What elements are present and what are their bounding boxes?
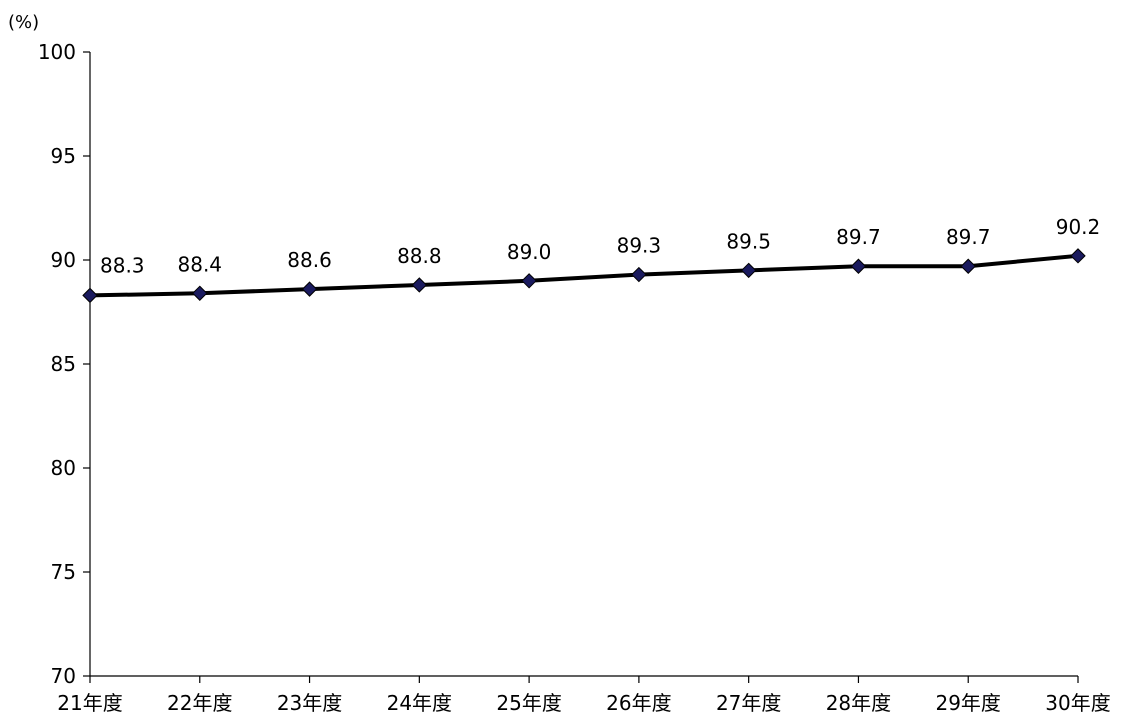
x-tick-label: 23年度 — [277, 691, 342, 715]
y-tick-label: 70 — [51, 664, 76, 688]
data-label: 89.7 — [946, 225, 991, 249]
data-label: 89.5 — [726, 229, 771, 253]
data-label: 88.4 — [178, 252, 223, 276]
data-label: 89.0 — [507, 240, 552, 264]
data-label: 88.8 — [397, 244, 442, 268]
y-unit-label: (%) — [8, 12, 39, 33]
x-tick-label: 28年度 — [826, 691, 891, 715]
y-tick-label: 100 — [38, 40, 76, 64]
x-tick-label: 22年度 — [167, 691, 232, 715]
data-point-marker — [740, 262, 757, 279]
data-label: 89.7 — [836, 225, 881, 249]
x-tick-label: 29年度 — [935, 691, 1000, 715]
data-point-marker — [631, 266, 647, 283]
y-tick-label: 85 — [51, 352, 76, 376]
x-tick-label: 25年度 — [496, 691, 561, 715]
data-point-marker — [411, 277, 428, 293]
data-point-marker — [521, 273, 537, 289]
y-tick-label: 95 — [51, 144, 76, 168]
data-point-marker — [82, 287, 98, 304]
x-axis-ticks: 21年度 22年度 23年度 24年度 25年度 26年度 27年度 28年度 29年度 30年度 — [57, 676, 1111, 715]
data-label: 90.2 — [1056, 215, 1101, 239]
data-labels: 88.3 88.4 88.6 88.8 89.0 89.3 89.5 89.7 89.7 90.2 — [100, 215, 1100, 278]
y-tick-label: 80 — [51, 456, 76, 480]
data-label: 88.3 — [100, 253, 145, 277]
x-tick-label: 26年度 — [606, 691, 671, 715]
x-tick-label: 21年度 — [57, 691, 122, 715]
x-tick-label: 24年度 — [387, 691, 452, 715]
series-line — [89, 253, 1079, 298]
data-point-marker — [192, 285, 208, 301]
data-point-marker — [960, 258, 976, 274]
data-point-marker — [850, 258, 867, 274]
data-label: 88.6 — [287, 248, 332, 272]
series-markers — [82, 248, 1086, 304]
y-tick-label: 90 — [51, 248, 76, 272]
x-tick-label: 27年度 — [716, 691, 781, 715]
data-point-marker — [301, 281, 318, 297]
y-axis-ticks: 70 75 80 85 90 95 100 — [38, 40, 90, 688]
y-tick-label: 75 — [51, 560, 76, 584]
data-point-marker — [1070, 248, 1086, 264]
x-tick-label: 30年度 — [1045, 691, 1110, 715]
data-label: 89.3 — [617, 234, 662, 258]
